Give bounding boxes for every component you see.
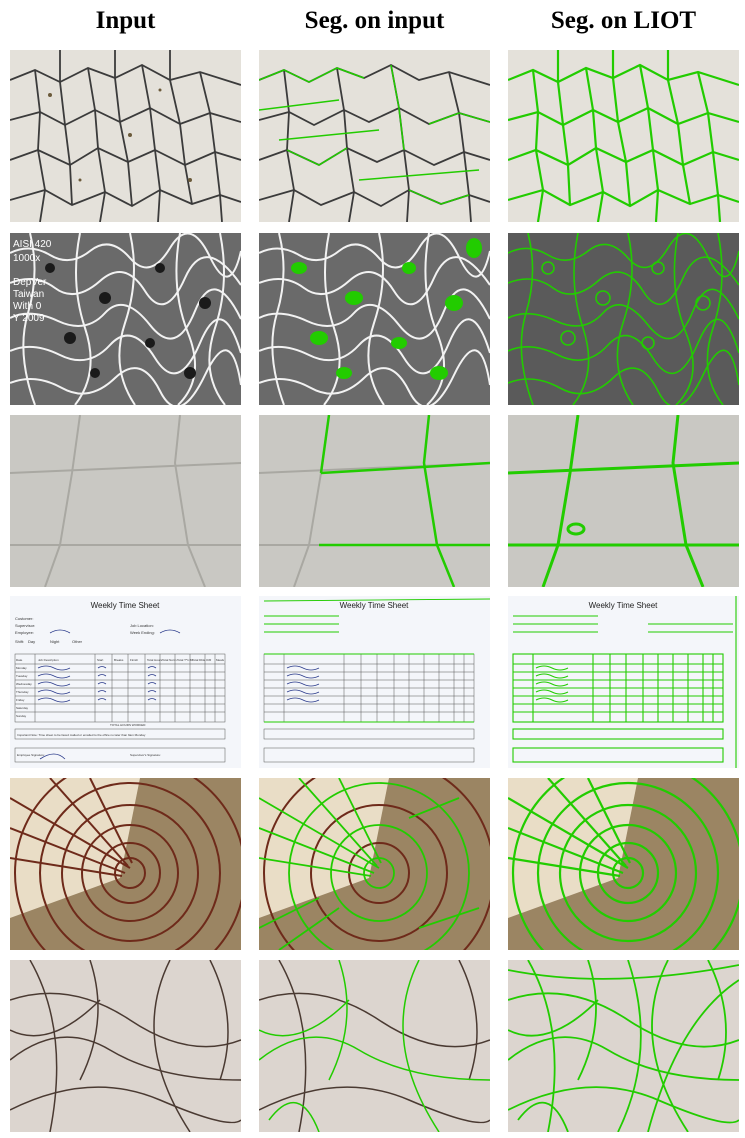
sem-label-3: Taiwan	[13, 289, 44, 300]
sem-seg-on-input-image	[259, 233, 490, 405]
col-finish: Finish	[130, 658, 138, 662]
day-sunday: Sunday	[16, 714, 27, 718]
col-or: O/R	[206, 658, 212, 662]
col-date: Date	[16, 658, 23, 662]
timesheet-employee-signature: Employee Signature:	[17, 753, 45, 757]
wood-seg-on-liot-image	[508, 778, 739, 950]
timesheet-input-image: Weekly Time Sheet Customer: Supervisor: …	[10, 596, 241, 768]
timesheet-week-ending: Week Ending:	[130, 630, 155, 635]
timesheet-employee: Employee:	[15, 630, 34, 635]
day-wednesday: Wednesday	[16, 682, 32, 686]
col-total-150: Total T*1.50	[177, 658, 193, 662]
day-thursday: Thursday	[16, 690, 29, 694]
timesheet-note: Important Note: Time sheet to be faxed m…	[17, 733, 146, 737]
hair-seg-on-liot-image	[508, 960, 739, 1132]
timesheet-shift: Shift:	[15, 639, 24, 644]
grains-seg-on-input-image	[259, 50, 490, 222]
wood-input-image	[10, 778, 241, 950]
sem-input-image: AISI 420 1000x DepVer Taiwan With 0 Y 20…	[10, 233, 241, 405]
col-total-hours: Total Hours	[147, 658, 163, 662]
sem-label-5: Y 2009	[13, 313, 45, 324]
wood-seg-on-input-image	[259, 778, 490, 950]
timesheet-night: Night	[50, 639, 60, 644]
sem-label-2: DepVer	[13, 277, 47, 288]
col-start: Start	[97, 658, 104, 662]
timesheet-total-hours: TOTAL HOURS WORKED:	[110, 723, 146, 727]
col-total-dble: Total Dble	[192, 658, 206, 662]
timesheet-job-location: Job Location:	[130, 623, 154, 628]
sem-seg-on-liot-image	[508, 233, 739, 405]
col-job-description: Job Description	[38, 658, 59, 662]
col-total-norm: Total Norm	[162, 658, 177, 662]
timesheet-title-seg-input: Weekly Time Sheet	[340, 601, 410, 610]
timesheet-title-seg-liot: Weekly Time Sheet	[589, 601, 659, 610]
grains-seg-on-liot-image	[508, 50, 739, 222]
col-meals: Meals	[216, 658, 225, 662]
hair-seg-on-input-image	[259, 960, 490, 1132]
column-header-input: Input	[95, 7, 156, 34]
timesheet-supervisor-signature: Supervisor's Signature:	[130, 753, 161, 757]
timesheet-other: Other	[72, 639, 83, 644]
timesheet-supervisor: Supervisor:	[15, 623, 35, 628]
sem-label-4: With 0	[13, 301, 42, 312]
timesheet-customer: Customer:	[15, 616, 33, 621]
ceiling-input-image	[10, 415, 241, 587]
column-header-seg-on-input: Seg. on input	[304, 7, 445, 34]
col-breaks: Breaks	[114, 658, 124, 662]
hair-input-image	[10, 960, 241, 1132]
ceiling-seg-on-liot-image	[508, 415, 739, 587]
column-header-seg-on-liot: Seg. on LIOT	[550, 7, 697, 34]
timesheet-seg-on-input-image: Weekly Time Sheet	[259, 596, 490, 768]
day-monday: Monday	[16, 666, 27, 670]
timesheet-day: Day	[28, 639, 35, 644]
sem-label-0: AISI 420	[13, 239, 52, 250]
ceiling-seg-on-input-image	[259, 415, 490, 587]
sem-label-1: 1000x	[13, 253, 40, 264]
day-tuesday: Tuesday	[16, 674, 28, 678]
timesheet-seg-on-liot-image: Weekly Time Sheet	[508, 596, 739, 768]
day-saturday: Saturday	[16, 706, 29, 710]
grains-input-image	[10, 50, 241, 222]
day-friday: Friday	[16, 698, 25, 702]
timesheet-title: Weekly Time Sheet	[91, 601, 161, 610]
